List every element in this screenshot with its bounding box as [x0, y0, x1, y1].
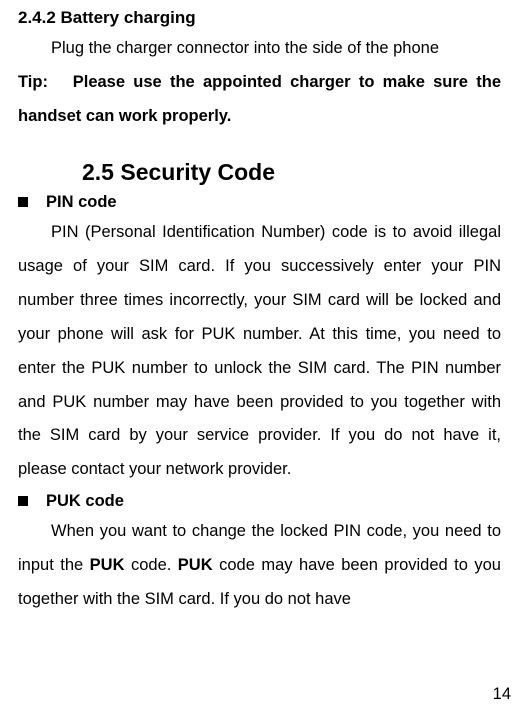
bullet-puk-label: PUK code [46, 487, 124, 515]
heading-2-5: 2.5 Security Code [18, 159, 501, 186]
tip-body: Please use the appointed charger to make… [18, 73, 501, 125]
bullet-puk: PUK code [18, 487, 501, 515]
document-page: 2.4.2 Battery charging Plug the charger … [0, 0, 519, 712]
square-bullet-icon [18, 197, 28, 207]
para-pin: PIN (Personal Identification Number) cod… [18, 216, 501, 487]
para-puk: When you want to change the locked PIN c… [18, 515, 501, 616]
tip-line: Tip: Please use the appointed charger to… [18, 66, 501, 134]
puk-bold-1: PUK [90, 556, 125, 574]
square-bullet-icon [18, 496, 28, 506]
bullet-pin: PIN code [18, 188, 501, 216]
page-number: 14 [493, 685, 511, 704]
heading-2-4-2: 2.4.2 Battery charging [18, 8, 501, 28]
puk-bold-2: PUK [178, 556, 213, 574]
tip-prefix: Tip: [18, 73, 48, 91]
bullet-pin-label: PIN code [46, 188, 117, 216]
para-charger: Plug the charger connector into the side… [18, 32, 501, 66]
puk-mid1: code. [125, 556, 178, 574]
